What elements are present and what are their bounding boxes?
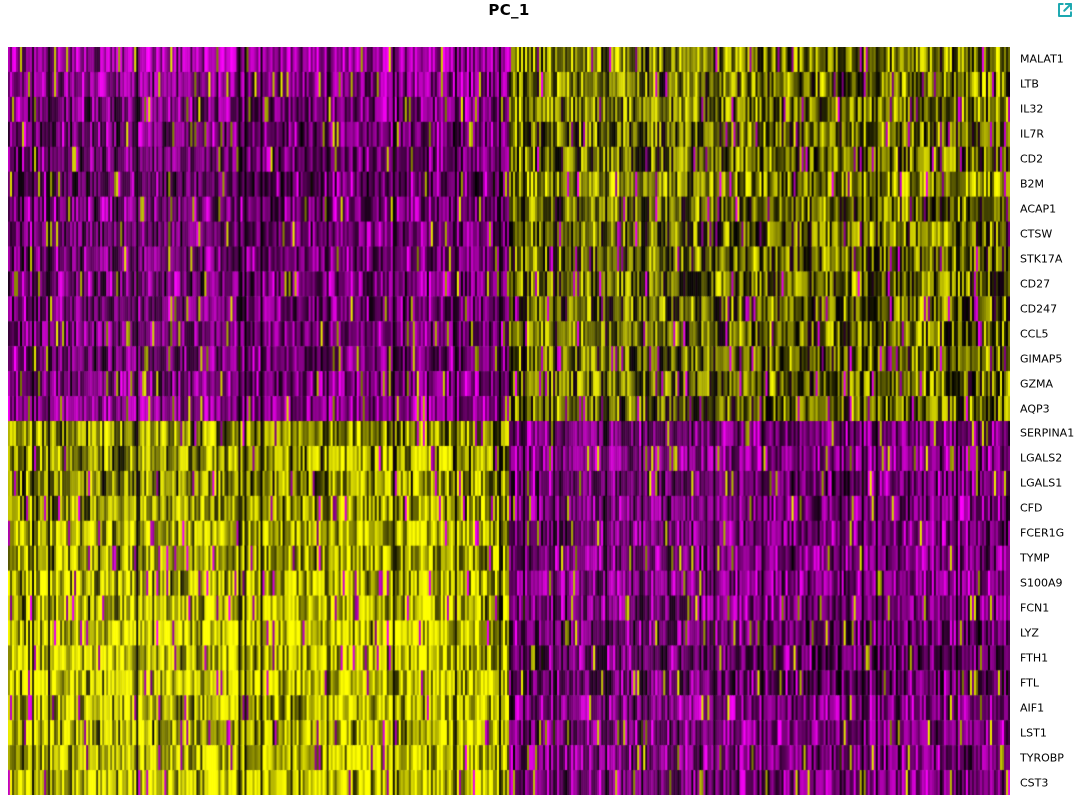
- gene-label: TYMP: [1020, 551, 1050, 565]
- gene-label: GIMAP5: [1020, 352, 1063, 366]
- gene-label: FCER1G: [1020, 526, 1065, 540]
- gene-label: FTH1: [1020, 651, 1049, 665]
- gene-label: CCL5: [1020, 327, 1049, 341]
- open-external-icon[interactable]: [1056, 1, 1074, 19]
- gene-label: MALAT1: [1020, 52, 1064, 66]
- gene-label: IL32: [1020, 102, 1044, 116]
- heatmap-canvas: [8, 47, 1010, 795]
- gene-label: TYROBP: [1020, 751, 1064, 765]
- gene-label: CTSW: [1020, 227, 1053, 241]
- gene-label: CST3: [1020, 776, 1049, 790]
- gene-label: FTL: [1020, 676, 1039, 690]
- gene-label: B2M: [1020, 177, 1045, 191]
- gene-labels: MALAT1 LTB IL32 IL7R CD2 B2M ACAP1 CTSW STK17A CD…: [1020, 47, 1080, 795]
- gene-label: FCN1: [1020, 601, 1050, 615]
- gene-label: LGALS2: [1020, 451, 1063, 465]
- gene-label: LTB: [1020, 77, 1039, 91]
- gene-label: LST1: [1020, 726, 1047, 740]
- chart-title: PC_1: [488, 1, 530, 19]
- gene-label: GZMA: [1020, 377, 1054, 391]
- gene-label: CFD: [1020, 501, 1043, 515]
- gene-label: IL7R: [1020, 127, 1045, 141]
- gene-label: S100A9: [1020, 576, 1063, 590]
- gene-label: CD2: [1020, 152, 1044, 166]
- gene-label: CD27: [1020, 277, 1051, 291]
- gene-label: AQP3: [1020, 402, 1050, 416]
- gene-label: CD247: [1020, 302, 1058, 316]
- gene-label: LYZ: [1020, 626, 1039, 640]
- gene-label: AIF1: [1020, 701, 1045, 715]
- gene-label: LGALS1: [1020, 476, 1063, 490]
- gene-label: SERPINA1: [1020, 426, 1075, 440]
- gene-label: ACAP1: [1020, 202, 1057, 216]
- gene-label: STK17A: [1020, 252, 1063, 266]
